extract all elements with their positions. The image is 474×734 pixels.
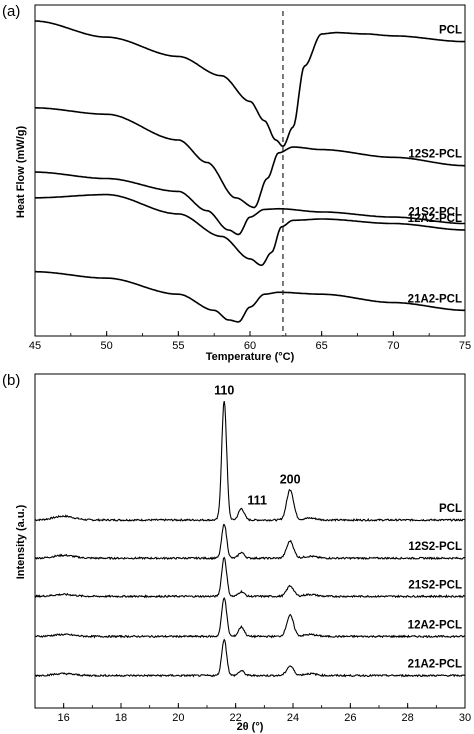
x-tick-label: 16: [58, 712, 70, 724]
dsc-x-ticks: 45 50 55 60 65 70 75: [29, 331, 471, 352]
panel-a-label: (a): [2, 3, 20, 20]
xrd-curve-21s2-pcl: [34, 556, 465, 599]
xrd-peak-label: 111: [247, 494, 267, 508]
xrd-curve-12a2-pcl: [34, 596, 466, 639]
x-tick-label: 24: [287, 712, 299, 724]
x-tick-label: 28: [402, 712, 414, 724]
xrd-peak-label: 110: [214, 384, 234, 398]
xrd-series-label: 12S2-PCL: [408, 541, 462, 553]
x-tick-label: 75: [459, 340, 471, 352]
xrd-series-labels: PCL 12S2-PCL 21S2-PCL 12A2-PCL 21A2-PCL: [408, 503, 462, 671]
dsc-y-axis-title: Heat Flow (mW/g): [15, 126, 27, 219]
dsc-curve-21a2-pcl: [35, 270, 465, 323]
dsc-series-label: 21S2-PCL: [408, 207, 462, 219]
xrd-x-axis-title: 2θ (°): [237, 721, 264, 733]
xrd-y-axis-title: Intensity (a.u.): [15, 504, 27, 579]
dsc-curves: [35, 20, 466, 323]
xrd-plot-frame: [34, 373, 466, 709]
x-tick-label: 30: [459, 712, 471, 724]
x-tick-label: 60: [244, 340, 256, 352]
xrd-peak-labels: 110 111 200: [214, 384, 300, 508]
x-tick-label: 70: [387, 340, 399, 352]
dsc-curve-pcl: [35, 20, 465, 148]
x-tick-label: 45: [29, 340, 41, 352]
xrd-series-label: 21A2-PCL: [408, 659, 462, 671]
panel-b-label: (b): [2, 372, 20, 389]
x-tick-label: 65: [316, 340, 328, 352]
dsc-curve-12s2-pcl: [35, 107, 465, 209]
x-tick-label: 50: [101, 340, 113, 352]
dsc-x-axis-title: Temperature (°C): [206, 351, 295, 363]
xrd-series-label: PCL: [439, 503, 462, 515]
xrd-panel: (b) 16 18 20 22 24 26 28 30 110 111 200 PCL 12S2-P…: [2, 372, 471, 733]
x-tick-label: 22: [230, 712, 242, 724]
xrd-curves: [34, 401, 466, 678]
x-tick-label: 26: [344, 712, 356, 724]
xrd-series-label: 12A2-PCL: [408, 619, 462, 631]
xrd-curve-12s2-pcl: [34, 523, 466, 561]
xrd-x-ticks: 16 18 20 22 24 26 28 30: [34, 703, 471, 724]
dsc-series-label: 21A2-PCL: [408, 293, 462, 305]
x-tick-label: 55: [172, 340, 184, 352]
xrd-curve-21a2-pcl: [34, 638, 466, 678]
dsc-panel: (a) 45 50 55 60 65 70 75 PCL 12S2-PCL 21S2-PCL12…: [2, 3, 471, 363]
dsc-curve-21s2-pcl: [35, 171, 465, 236]
dsc-curve-12a2-pcl: [35, 193, 466, 267]
xrd-series-label: 21S2-PCL: [408, 579, 462, 591]
dsc-series-label: 12S2-PCL: [408, 149, 462, 161]
dsc-series-label: 12A2-PCL: [408, 213, 462, 225]
xrd-curve-pcl: [34, 401, 466, 522]
dsc-series-label: PCL: [439, 25, 462, 37]
x-tick-label: 20: [172, 712, 184, 724]
x-tick-label: 18: [115, 712, 127, 724]
xrd-peak-label: 200: [280, 472, 301, 486]
dsc-plot-frame: [34, 4, 466, 337]
